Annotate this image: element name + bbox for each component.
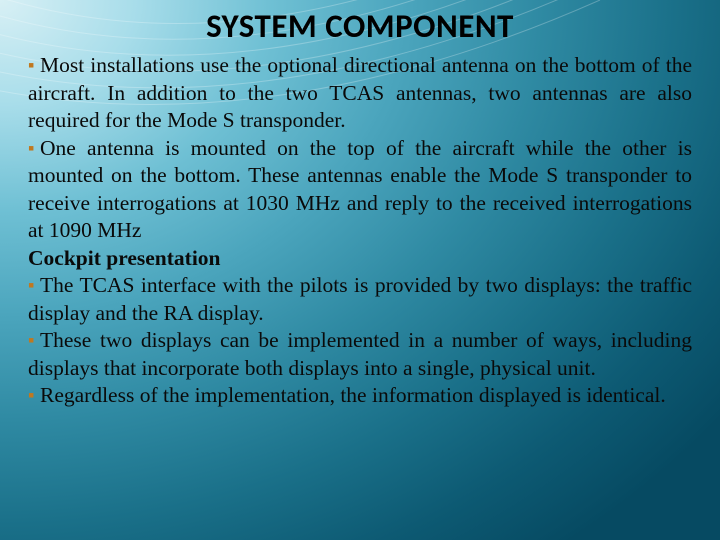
body-text-block: ▪Most installations use the optional dir… [28,52,692,410]
paragraph-1-text: Most installations use the optional dire… [28,53,692,132]
paragraph-5: ▪Regardless of the implementation, the i… [28,382,692,410]
paragraph-4: ▪These two displays can be implemented i… [28,327,692,382]
slide-title: SYSTEM COMPONENT [28,0,692,52]
paragraph-2-text: One antenna is mounted on the top of the… [28,136,692,243]
bullet-icon: ▪ [28,54,40,77]
paragraph-4-text: These two displays can be implemented in… [28,328,692,380]
paragraph-3: ▪The TCAS interface with the pilots is p… [28,272,692,327]
bullet-icon: ▪ [28,329,40,352]
subheading-cockpit: Cockpit presentation [28,245,692,273]
paragraph-5-text: Regardless of the implementation, the in… [40,383,666,407]
paragraph-1: ▪Most installations use the optional dir… [28,52,692,135]
paragraph-2: ▪One antenna is mounted on the top of th… [28,135,692,245]
bullet-icon: ▪ [28,137,40,160]
bullet-icon: ▪ [28,274,40,297]
slide-content: SYSTEM COMPONENT ▪Most installations use… [0,0,720,540]
bullet-icon: ▪ [28,384,40,407]
paragraph-3-text: The TCAS interface with the pilots is pr… [28,273,692,325]
